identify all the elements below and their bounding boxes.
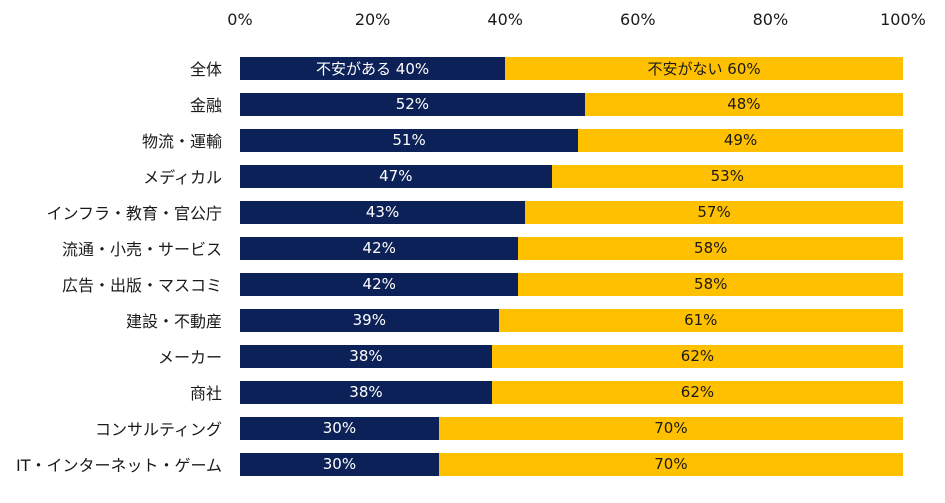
bar-segment: 42%: [240, 272, 519, 296]
bar-segment: 43%: [240, 200, 526, 224]
data-label: 62%: [680, 383, 715, 401]
data-label: 58%: [694, 275, 728, 293]
bar-segment: 51%: [240, 128, 579, 152]
bar-segment: 57%: [525, 200, 903, 224]
bar-segment: 48%: [584, 92, 903, 116]
data-label: 52%: [395, 95, 430, 113]
data-label: 48%: [727, 95, 761, 113]
bar-segment: 52%: [240, 92, 585, 116]
data-label: 61%: [684, 311, 718, 329]
bar-segment: 62%: [491, 344, 903, 368]
bar-segment: 47%: [240, 164, 552, 188]
data-label: 47%: [379, 167, 413, 185]
x-tick-label: 40%: [487, 10, 523, 29]
category-label: 全体: [189, 60, 222, 79]
data-label: 39%: [352, 311, 386, 329]
bar-segment: 49%: [578, 128, 903, 152]
category-label: インフラ・教育・官公庁: [46, 204, 222, 223]
category-label: 金融: [189, 96, 222, 115]
data-label: 70%: [654, 419, 688, 437]
data-label: 30%: [322, 455, 357, 473]
data-label: 38%: [349, 347, 383, 365]
category-label: 広告・出版・マスコミ: [61, 276, 222, 295]
x-tick-label: 80%: [752, 10, 789, 29]
bar-segment: 39%: [240, 308, 499, 332]
data-label: 不安がない 60%: [647, 59, 761, 78]
category-label: IT・インターネット・ゲーム: [15, 456, 222, 475]
bar-segment: 70%: [438, 452, 903, 476]
category-label: 建設・不動産: [125, 312, 222, 331]
data-label: 62%: [680, 347, 715, 365]
data-label: 57%: [697, 203, 731, 221]
bar-segment: 61%: [498, 308, 903, 332]
x-tick-label: 0%: [227, 10, 253, 29]
bar-segment: 70%: [438, 416, 903, 440]
data-label: 51%: [392, 131, 426, 149]
bar-segment: 38%: [240, 380, 492, 404]
bar-segment: 38%: [240, 344, 492, 368]
bar-segment: 62%: [491, 380, 903, 404]
bar-segment: 30%: [240, 416, 439, 440]
category-label: コンサルティング: [94, 420, 222, 439]
x-tick-label: 20%: [354, 10, 391, 29]
data-label: 58%: [694, 239, 728, 257]
x-tick-label: 60%: [620, 10, 656, 29]
data-label: 70%: [654, 455, 688, 473]
category-label: メディカル: [143, 168, 222, 187]
bar-segment: 30%: [240, 452, 439, 476]
x-tick-label: 100%: [880, 10, 926, 29]
data-label: 53%: [710, 167, 744, 185]
category-label: 商社: [189, 384, 222, 403]
category-label: メーカー: [157, 348, 222, 367]
data-label: 30%: [322, 419, 357, 437]
bar-segment: 58%: [518, 272, 903, 296]
data-label: 不安がある 40%: [316, 59, 430, 78]
bar-segment: 42%: [240, 236, 519, 260]
bar-segment: 不安がない 60%: [505, 56, 903, 80]
data-label: 42%: [362, 239, 396, 257]
category-label: 流通・小売・サービス: [61, 240, 222, 259]
bar-segment: 58%: [518, 236, 903, 260]
data-label: 38%: [349, 383, 383, 401]
data-label: 49%: [723, 131, 758, 149]
bar-segment: 不安がある 40%: [240, 56, 506, 80]
bar-segment: 53%: [551, 164, 903, 188]
data-label: 42%: [362, 275, 396, 293]
category-label: 物流・運輸: [141, 132, 222, 151]
data-label: 43%: [365, 203, 400, 221]
